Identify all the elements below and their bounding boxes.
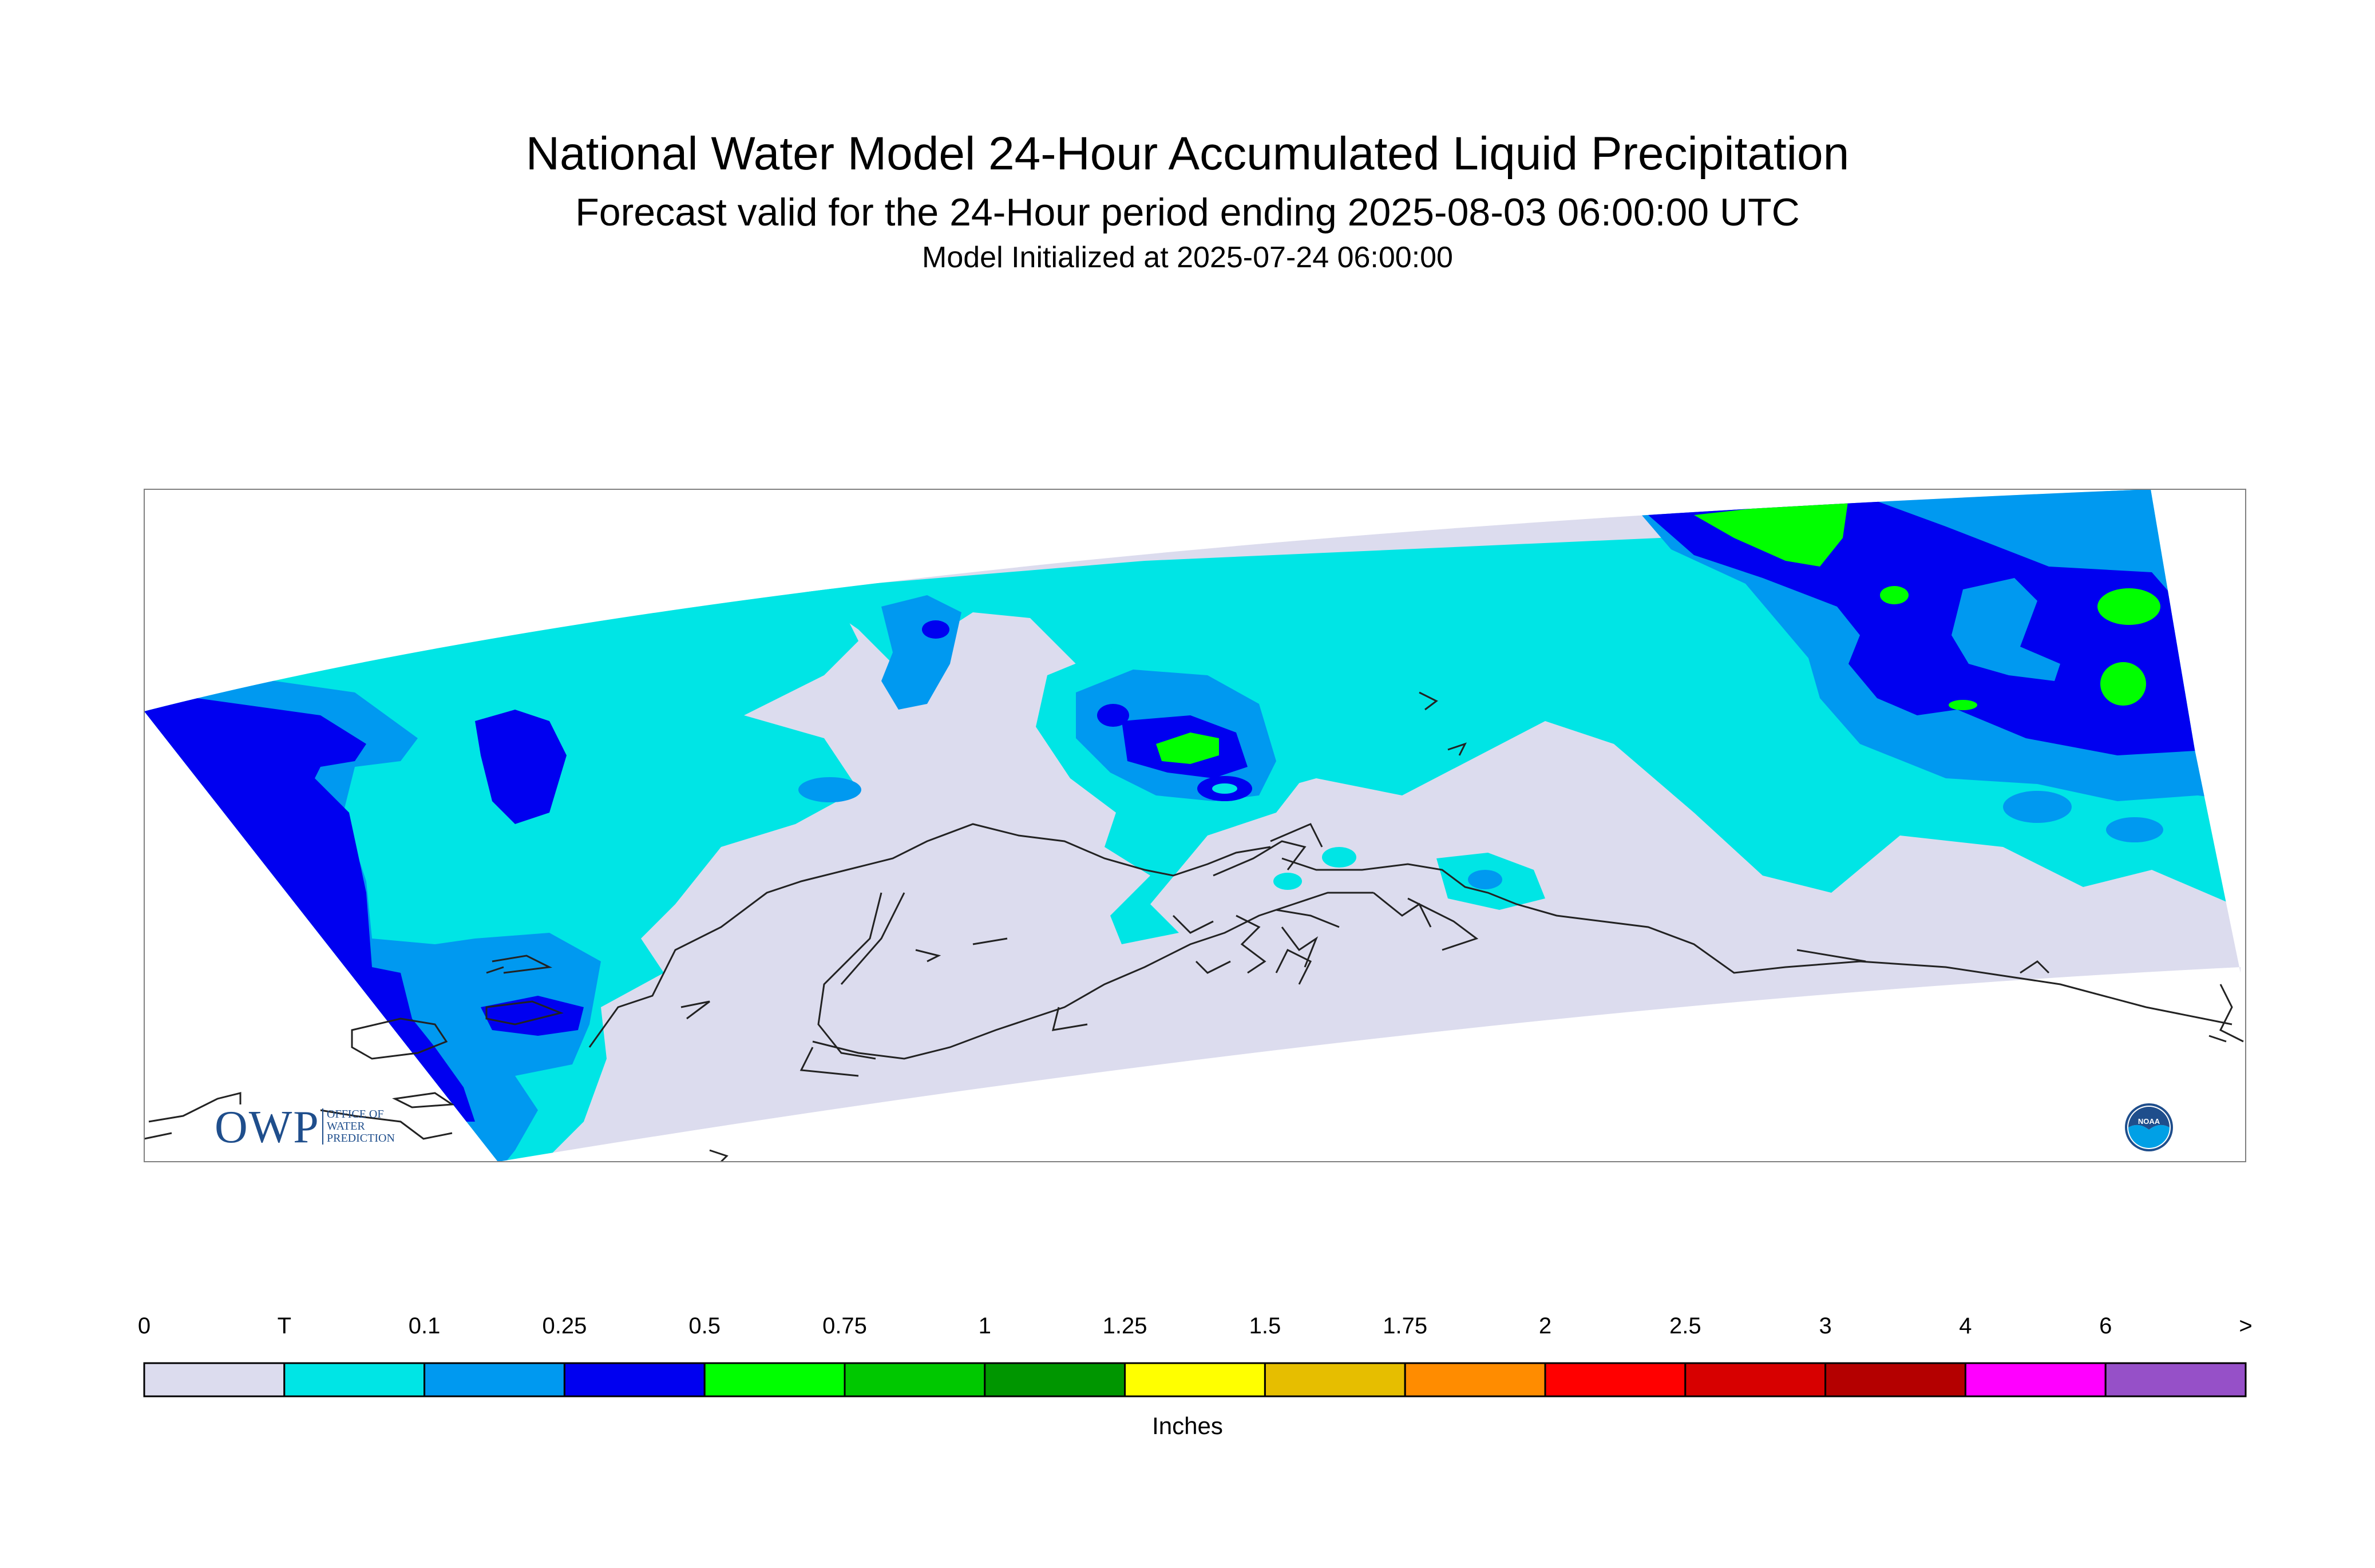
- initialized-time: Model Initialized at 2025-07-24 06:00:00: [922, 241, 1453, 274]
- zone-half-east2: [2100, 662, 2146, 706]
- colorbar-tick-label: 1.25: [1102, 1313, 1147, 1339]
- map-frame: [144, 489, 2246, 1162]
- zone-half-east4: [1949, 700, 1977, 710]
- noaa-logo: NOAA: [2125, 1103, 2173, 1151]
- owp-line2: WATER: [327, 1120, 365, 1133]
- zone-half-central: [1156, 732, 1219, 764]
- colorbar-swatch: [283, 1362, 426, 1397]
- colorbar-swatch: [563, 1362, 706, 1397]
- colorbar-swatch: [1404, 1362, 1546, 1397]
- colorbar-swatch: [1824, 1362, 1966, 1397]
- colorbar-tick-label: 3: [1819, 1313, 1832, 1339]
- colorbar-swatch: [1684, 1362, 1827, 1397]
- owp-line1: OFFICE OF: [327, 1108, 384, 1120]
- colorbar-swatch: [844, 1362, 986, 1397]
- colorbar-swatch: [423, 1362, 565, 1397]
- zone-quarter-west-blob: [475, 710, 567, 824]
- zone-quarter-sw-blob: [481, 996, 584, 1036]
- colorbar-swatch: [984, 1362, 1126, 1397]
- zone-trace-spot: [1322, 847, 1356, 868]
- colorbar-swatch: [1544, 1362, 1687, 1397]
- colorbar-tick-label: 0.1: [408, 1313, 441, 1339]
- zone-tenth-east2: [2106, 817, 2163, 842]
- owp-line3: PREDICTION: [327, 1132, 395, 1145]
- colorbar-tick-label: 6: [2099, 1313, 2112, 1339]
- colorbar-swatch: [143, 1362, 286, 1397]
- colorbar-tick-label: 1.75: [1383, 1313, 1428, 1339]
- colorbar-tick-label: 1.5: [1249, 1313, 1281, 1339]
- zone-tenth-east1: [2003, 791, 2072, 823]
- colorbar-swatch: [1124, 1362, 1266, 1397]
- precip-domain: [144, 489, 2241, 1162]
- colorbar-swatch: [1264, 1362, 1406, 1397]
- zone-tenth-small: [798, 777, 861, 802]
- colorbar-tick-label: 2: [1538, 1313, 1552, 1339]
- colorbar-tick-label: 2.5: [1669, 1313, 1701, 1339]
- colorbar-tick-label: 4: [1959, 1313, 1972, 1339]
- colorbar-tick-label: T: [277, 1313, 292, 1339]
- colorbar-swatch: [2104, 1362, 2247, 1397]
- zone-half-east1: [2097, 588, 2160, 625]
- colorbar: [143, 1362, 2247, 1397]
- noaa-logo-text: NOAA: [2138, 1117, 2160, 1126]
- colorbar-tick-label: 1: [978, 1313, 991, 1339]
- page-title: National Water Model 24-Hour Accumulated…: [525, 128, 1850, 180]
- forecast-subtitle: Forecast valid for the 24-Hour period en…: [575, 191, 1800, 234]
- zone-trace-spot2: [1273, 873, 1302, 890]
- colorbar-swatch: [1964, 1362, 2107, 1397]
- zone-quarter-central-w: [1097, 704, 1129, 727]
- colorbar-tick-label: 0: [137, 1313, 151, 1339]
- colorbar-swatch: [703, 1362, 846, 1397]
- colorbar-tick-label: >: [2239, 1313, 2253, 1339]
- zone-half-northeast: [1694, 498, 1848, 567]
- colorbar-tick-label: 0.25: [542, 1313, 587, 1339]
- zone-tenth-kodiak: [1468, 870, 1502, 889]
- zone-half-east3: [1880, 586, 1909, 604]
- zone-tenth-hole: [1212, 783, 1237, 794]
- coastlines: [144, 691, 2244, 1162]
- zone-tenth-ne-hole: [1952, 578, 2060, 681]
- zone-quarter-north: [922, 620, 949, 639]
- owp-logo: OWP OFFICE OF WATER PREDICTION: [215, 1102, 432, 1153]
- owp-full-name: OFFICE OF WATER PREDICTION: [322, 1108, 395, 1145]
- colorbar-tick-labels: 0 T 0.1 0.25 0.5 0.75 1 1.25 1.5 1.75 2 2.5 3 4 6 >: [138, 1313, 2253, 1348]
- colorbar-tick-label: 0.5: [688, 1313, 721, 1339]
- owp-abbrev: OWP: [215, 1102, 320, 1153]
- colorbar-tick-label: 0.75: [822, 1313, 867, 1339]
- colorbar-unit: Inches: [1152, 1412, 1223, 1439]
